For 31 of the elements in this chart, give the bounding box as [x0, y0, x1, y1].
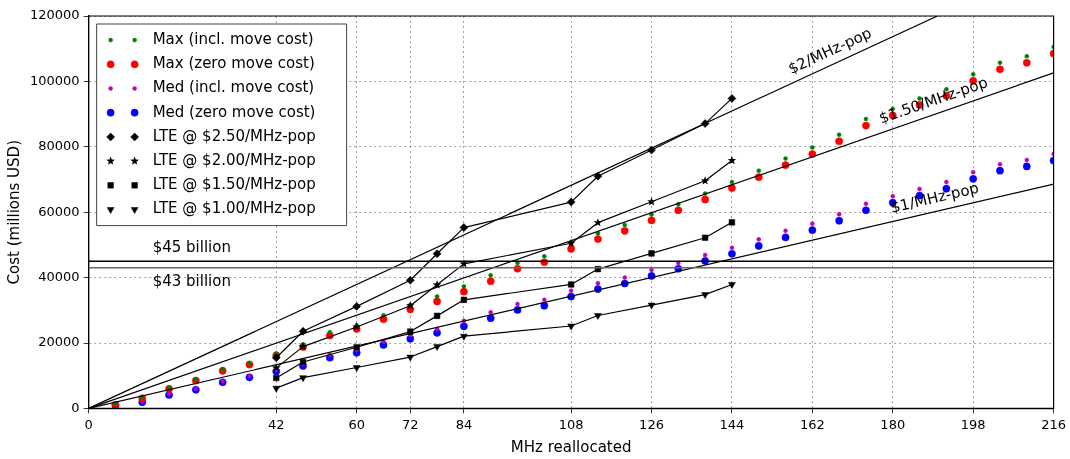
x-tick-label: 126	[639, 416, 664, 432]
x-tick-label: 162	[799, 416, 825, 432]
legend-label: LTE @ $1.00/MHz-pop	[152, 199, 316, 218]
y-axis-title: Cost (millions USD)	[4, 139, 23, 285]
y-tick-label: 100000	[29, 72, 80, 88]
legend-label: LTE @ $2.50/MHz-pop	[152, 126, 316, 145]
x-tick-label: 72	[402, 416, 419, 432]
legend-label: Med (zero move cost)	[152, 102, 316, 121]
x-axis-title: MHz reallocated	[510, 437, 632, 456]
x-tick-label: 42	[267, 416, 285, 432]
y-tick-label: 20000	[38, 334, 80, 350]
legend-label: Med (incl. move cost)	[152, 78, 315, 97]
ref-line-label: $43 billion	[152, 272, 231, 291]
x-tick-label: 144	[719, 416, 745, 432]
legend-label: LTE @ $1.50/MHz-pop	[152, 175, 316, 194]
legend-label: LTE @ $2.00/MHz-pop	[152, 150, 316, 169]
x-tick-label: 216	[1041, 416, 1067, 432]
legend-label: Max (incl. move cost)	[152, 29, 314, 48]
x-tick-label: 198	[960, 416, 986, 432]
x-tick-label: 84	[455, 416, 473, 432]
y-tick-label: 80000	[38, 138, 80, 154]
x-tick-label: 180	[880, 416, 906, 432]
x-tick-label: 108	[558, 416, 584, 432]
x-tick-label: 60	[348, 416, 365, 432]
y-tick-label: 120000	[29, 7, 80, 23]
legend-label: Max (zero move cost)	[152, 54, 315, 73]
y-tick-label: 40000	[38, 268, 80, 284]
y-tick-label: 60000	[38, 203, 80, 219]
y-tick-label: 0	[71, 399, 80, 415]
ref-line-label: $45 billion	[152, 237, 231, 256]
x-tick-label: 0	[84, 416, 93, 432]
